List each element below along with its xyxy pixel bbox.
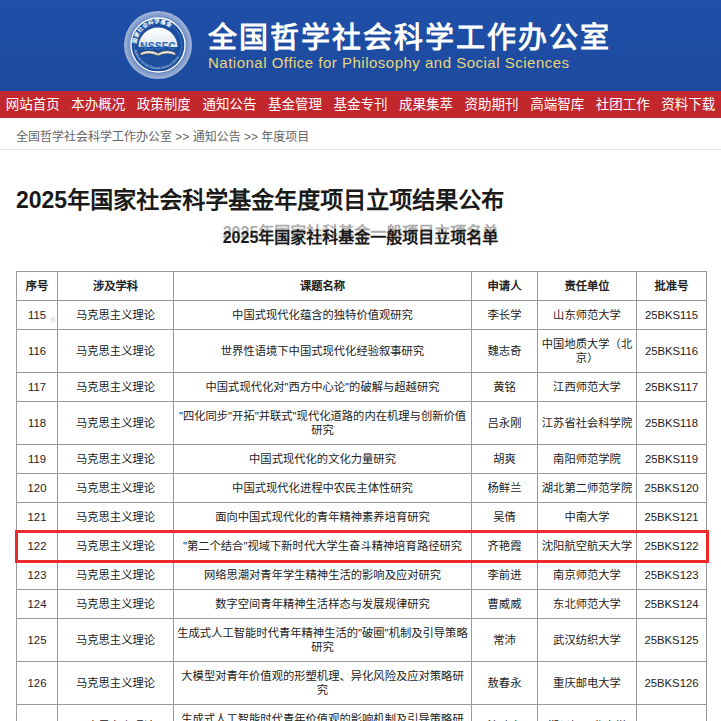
svg-text:NSSFC: NSSFC [140, 41, 176, 52]
